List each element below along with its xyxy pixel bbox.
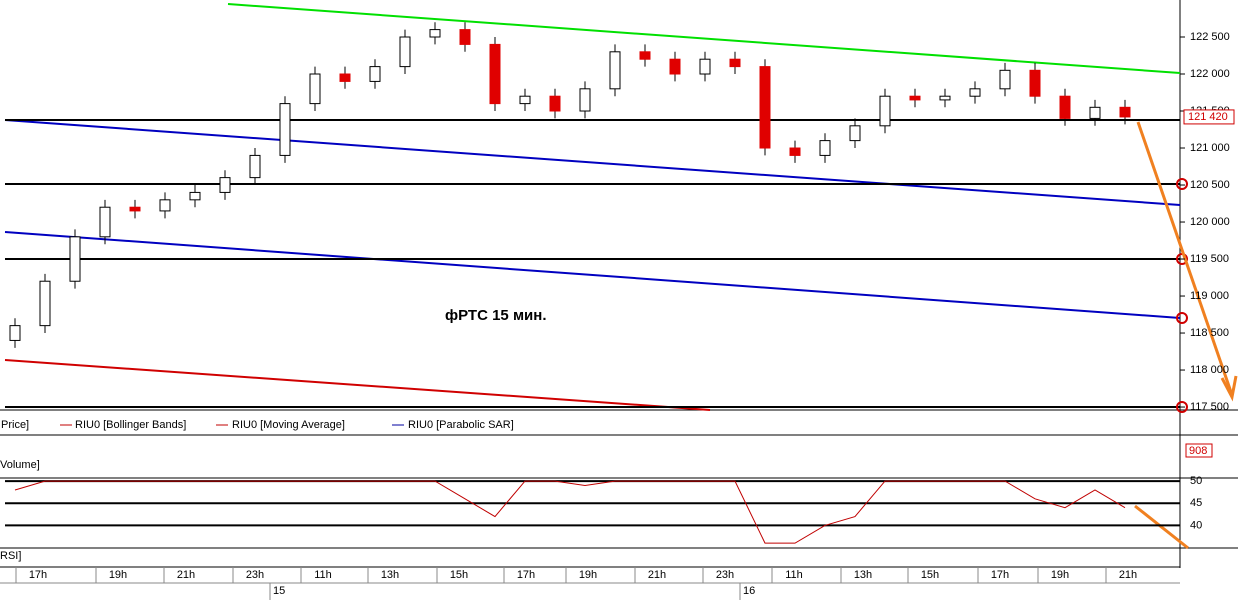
- candle-body: [999, 69, 1011, 90]
- candle-body: [969, 88, 981, 97]
- rsi-tick-label: 50: [1190, 475, 1202, 487]
- time-label: 11h: [314, 569, 332, 581]
- time-label: 23h: [716, 569, 734, 581]
- time-label: 17h: [517, 569, 535, 581]
- candle-body: [279, 103, 291, 156]
- level-marker: [1176, 401, 1188, 413]
- time-label: 13h: [381, 569, 399, 581]
- time-label: 21h: [177, 569, 195, 581]
- candle-body: [429, 29, 441, 38]
- candle-body: [399, 36, 411, 68]
- y-tick-label: 120 000: [1190, 216, 1230, 228]
- candle-body: [339, 73, 351, 82]
- candle-body: [9, 325, 21, 341]
- last-price-label: 121 420: [1188, 111, 1228, 123]
- volume-label: Volume]: [0, 459, 40, 471]
- time-label: 17h: [991, 569, 1009, 581]
- candle-body: [909, 95, 921, 101]
- legend-entry: Price]: [1, 419, 29, 431]
- level-marker: [1176, 178, 1188, 190]
- rsi-tick-label: 40: [1190, 519, 1202, 531]
- candle-body: [39, 280, 51, 327]
- time-label: 19h: [109, 569, 127, 581]
- candle-body: [369, 66, 381, 82]
- forecast-arrow-head: [1220, 375, 1238, 402]
- candle-body: [849, 125, 861, 142]
- last-price-box: [1183, 109, 1235, 125]
- y-tick-label: 118 500: [1190, 327, 1229, 339]
- time-label: 19h: [1051, 569, 1069, 581]
- date-label: 16: [743, 585, 755, 597]
- y-tick-label: 122 000: [1190, 68, 1230, 80]
- forecast-arrow: [1134, 504, 1189, 550]
- candle-body: [1119, 106, 1131, 118]
- candle-body: [1029, 69, 1041, 97]
- y-tick-label: 118 000: [1190, 364, 1229, 376]
- time-label: 19h: [579, 569, 597, 581]
- volume-box: [1185, 443, 1213, 458]
- candle-body: [99, 206, 111, 238]
- candle-body: [789, 147, 801, 156]
- candle-body: [249, 154, 261, 179]
- time-label: 23h: [246, 569, 264, 581]
- candle-body: [519, 95, 531, 105]
- candle-body: [819, 140, 831, 156]
- time-label: 11h: [785, 569, 803, 581]
- trend-line: [4, 359, 711, 411]
- candle-body: [309, 73, 321, 105]
- time-label: 21h: [648, 569, 666, 581]
- chart-title: фРТС 15 мин.: [445, 307, 547, 324]
- candle-body: [1089, 106, 1101, 119]
- candle-body: [699, 58, 711, 75]
- forecast-arrow: [1136, 121, 1234, 396]
- candle-body: [759, 66, 771, 149]
- candle-body: [459, 29, 471, 45]
- rsi-line: [14, 480, 1126, 544]
- trend-line: [4, 231, 1181, 319]
- y-tick-label: 119 500: [1190, 253, 1229, 265]
- volume-value: 908: [1189, 445, 1207, 457]
- y-tick-label: 121 000: [1190, 142, 1230, 154]
- y-tick-label: 120 500: [1190, 179, 1230, 191]
- time-label: 21h: [1119, 569, 1137, 581]
- candle-body: [129, 206, 141, 212]
- y-tick-label: 122 500: [1190, 31, 1230, 43]
- level-marker: [1176, 312, 1188, 324]
- legend-entry: RIU0 [Parabolic SAR]: [408, 419, 514, 431]
- trend-line: [4, 119, 1181, 206]
- candle-body: [489, 43, 501, 105]
- time-label: 15h: [450, 569, 468, 581]
- time-label: 17h: [29, 569, 47, 581]
- candle-body: [939, 95, 951, 101]
- candle-body: [579, 88, 591, 112]
- rsi-tick-label: 45: [1190, 497, 1202, 509]
- candle-body: [639, 51, 651, 60]
- candle-body: [729, 58, 741, 68]
- rsi-label: RSI]: [0, 550, 21, 562]
- candle-body: [69, 236, 81, 282]
- candle-body: [1059, 95, 1071, 119]
- candle-body: [669, 58, 681, 75]
- legend-entry: RIU0 [Bollinger Bands]: [75, 419, 186, 431]
- trend-line: [227, 3, 1181, 74]
- y-tick-label: 119 000: [1190, 290, 1229, 302]
- candle-body: [159, 199, 171, 212]
- candle-body: [189, 191, 201, 201]
- candle-body: [879, 95, 891, 127]
- date-label: 15: [273, 585, 285, 597]
- time-label: 13h: [854, 569, 872, 581]
- y-tick-label: 117 500: [1190, 401, 1229, 413]
- legend-entry: RIU0 [Moving Average]: [232, 419, 345, 431]
- candle-body: [609, 51, 621, 90]
- candle-body: [219, 177, 231, 193]
- time-label: 15h: [921, 569, 939, 581]
- candle-body: [549, 95, 561, 112]
